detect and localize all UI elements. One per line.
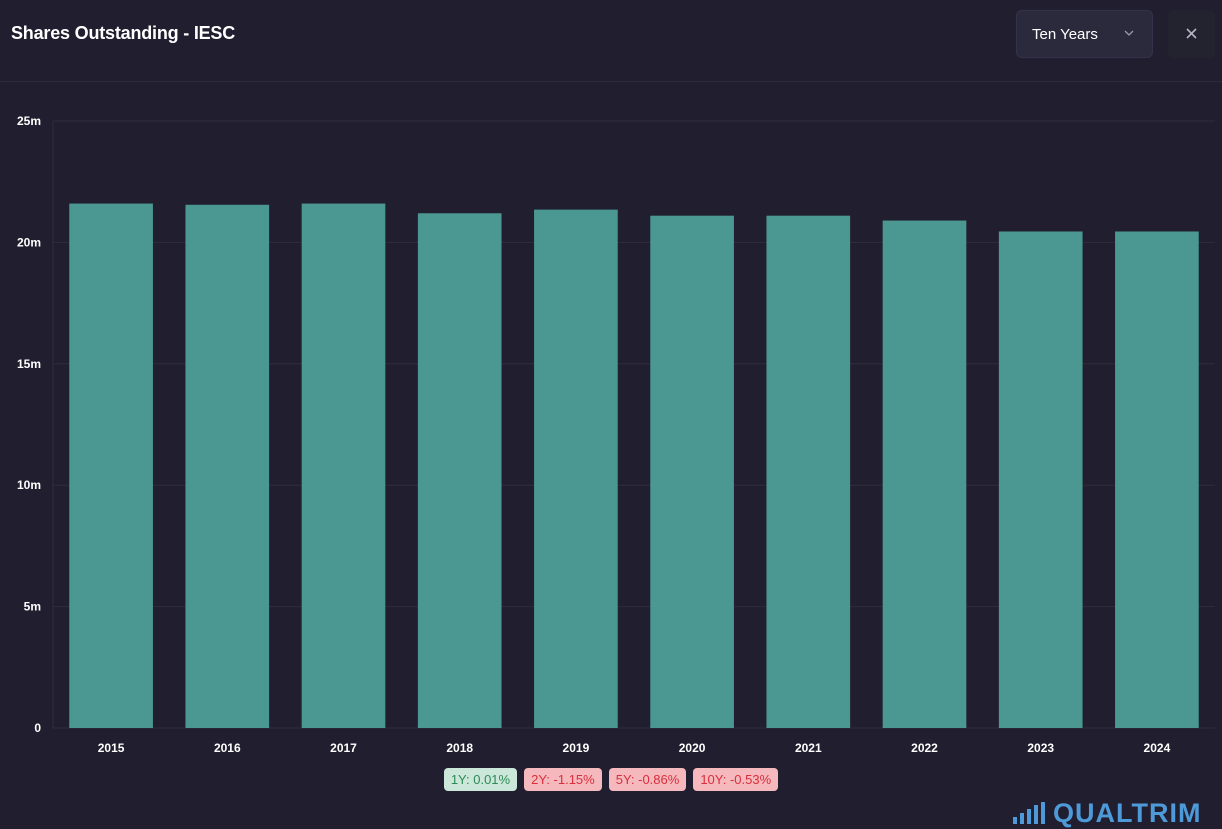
bar-2016[interactable] <box>185 204 270 728</box>
bar-2020[interactable] <box>650 215 734 728</box>
y-tick-label: 15m <box>17 357 41 371</box>
x-tick-label: 2017 <box>330 741 357 755</box>
x-tick-label: 2023 <box>1027 741 1054 755</box>
close-icon <box>1186 28 1197 39</box>
x-tick-label: 2024 <box>1144 741 1171 755</box>
x-tick-label: 2022 <box>911 741 938 755</box>
y-tick-label: 10m <box>17 478 41 492</box>
bar-2015[interactable] <box>69 203 153 728</box>
growth-badge: 1Y: 0.01% <box>443 768 518 791</box>
bar-2018[interactable] <box>417 213 502 728</box>
y-tick-label: 20m <box>17 235 41 249</box>
bar-2021[interactable] <box>766 215 851 728</box>
growth-badge: 5Y: -0.86% <box>608 768 687 791</box>
y-tick-label: 5m <box>24 600 41 614</box>
growth-badges: 1Y: 0.01% 2Y: -1.15% 5Y: -0.86% 10Y: -0.53% <box>0 768 1222 791</box>
brand-name: QUALTRIM <box>1053 797 1202 828</box>
x-tick-label: 2021 <box>795 741 822 755</box>
period-select[interactable]: Ten Years <box>1016 10 1153 58</box>
y-tick-label: 0 <box>34 721 41 735</box>
bar-2024[interactable] <box>1115 231 1199 728</box>
growth-badge: 10Y: -0.53% <box>693 768 779 791</box>
x-tick-label: 2016 <box>214 741 241 755</box>
brand-logo: QUALTRIM <box>1013 797 1202 828</box>
x-tick-label: 2015 <box>98 741 125 755</box>
y-tick-label: 25m <box>17 114 41 128</box>
chevron-down-icon <box>1124 30 1134 36</box>
x-tick-label: 2019 <box>563 741 590 755</box>
x-tick-label: 2018 <box>446 741 473 755</box>
page-title: Shares Outstanding - IESC <box>11 23 236 43</box>
bar-chart-icon <box>1013 802 1045 824</box>
growth-badge: 2Y: -1.15% <box>524 768 602 791</box>
bar-2022[interactable] <box>882 220 967 728</box>
close-button[interactable] <box>1168 10 1215 58</box>
x-tick-label: 2020 <box>679 741 706 755</box>
bar-2023[interactable] <box>998 231 1083 728</box>
bar-2019[interactable] <box>534 209 618 728</box>
shares-bar-chart: 0 5m 10m 15m 20m 25m 2015 2016 2017 2018 2019 2020 2… <box>17 114 1215 755</box>
chart-header: Shares Outstanding - IESC Ten Years <box>0 0 1222 82</box>
bar-2017[interactable] <box>301 203 386 728</box>
period-select-value: Ten Years <box>1032 26 1098 43</box>
